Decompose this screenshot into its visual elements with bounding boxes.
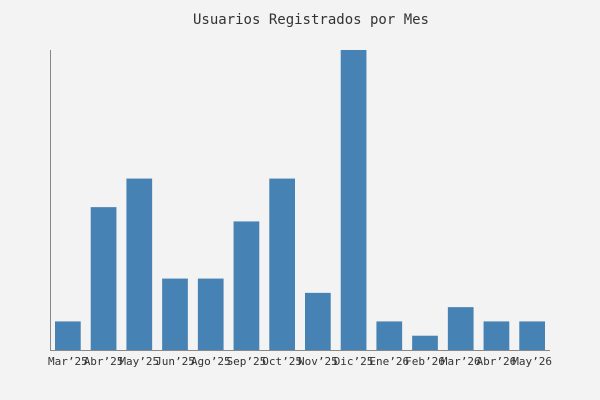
bar bbox=[233, 221, 260, 350]
bar bbox=[305, 292, 331, 350]
bar bbox=[447, 307, 474, 350]
chart-title: Usuarios Registrados por Mes bbox=[193, 12, 429, 28]
x-tick-label: May’26 bbox=[512, 355, 552, 368]
bar bbox=[126, 178, 153, 350]
x-tick-label: Oct’25 bbox=[262, 355, 302, 368]
x-tick-label: Abr’26 bbox=[477, 355, 517, 368]
bar bbox=[376, 321, 403, 350]
bar bbox=[519, 321, 545, 350]
bar bbox=[340, 50, 367, 350]
bar bbox=[483, 321, 510, 350]
x-tick-label: Mar’25 bbox=[48, 355, 88, 368]
x-tick-label: Ago’25 bbox=[191, 355, 231, 368]
x-tick-label: Ene’26 bbox=[369, 355, 409, 368]
x-tick-label: Abr’25 bbox=[84, 355, 124, 368]
x-tick-label: Mar’26 bbox=[441, 355, 481, 368]
x-tick-label: May’25 bbox=[119, 355, 159, 368]
bar bbox=[412, 335, 438, 350]
x-tick-label: Sep’25 bbox=[227, 355, 267, 368]
bar bbox=[90, 207, 117, 350]
bar bbox=[162, 278, 188, 350]
x-tick-label: Dic’25 bbox=[334, 355, 374, 368]
bar bbox=[55, 321, 81, 350]
bar bbox=[269, 178, 295, 350]
x-tick-label: Nov’25 bbox=[298, 355, 338, 368]
x-tick-label: Feb’26 bbox=[405, 355, 445, 368]
x-tick-label: Jun’25 bbox=[155, 355, 195, 368]
bar bbox=[197, 278, 224, 350]
